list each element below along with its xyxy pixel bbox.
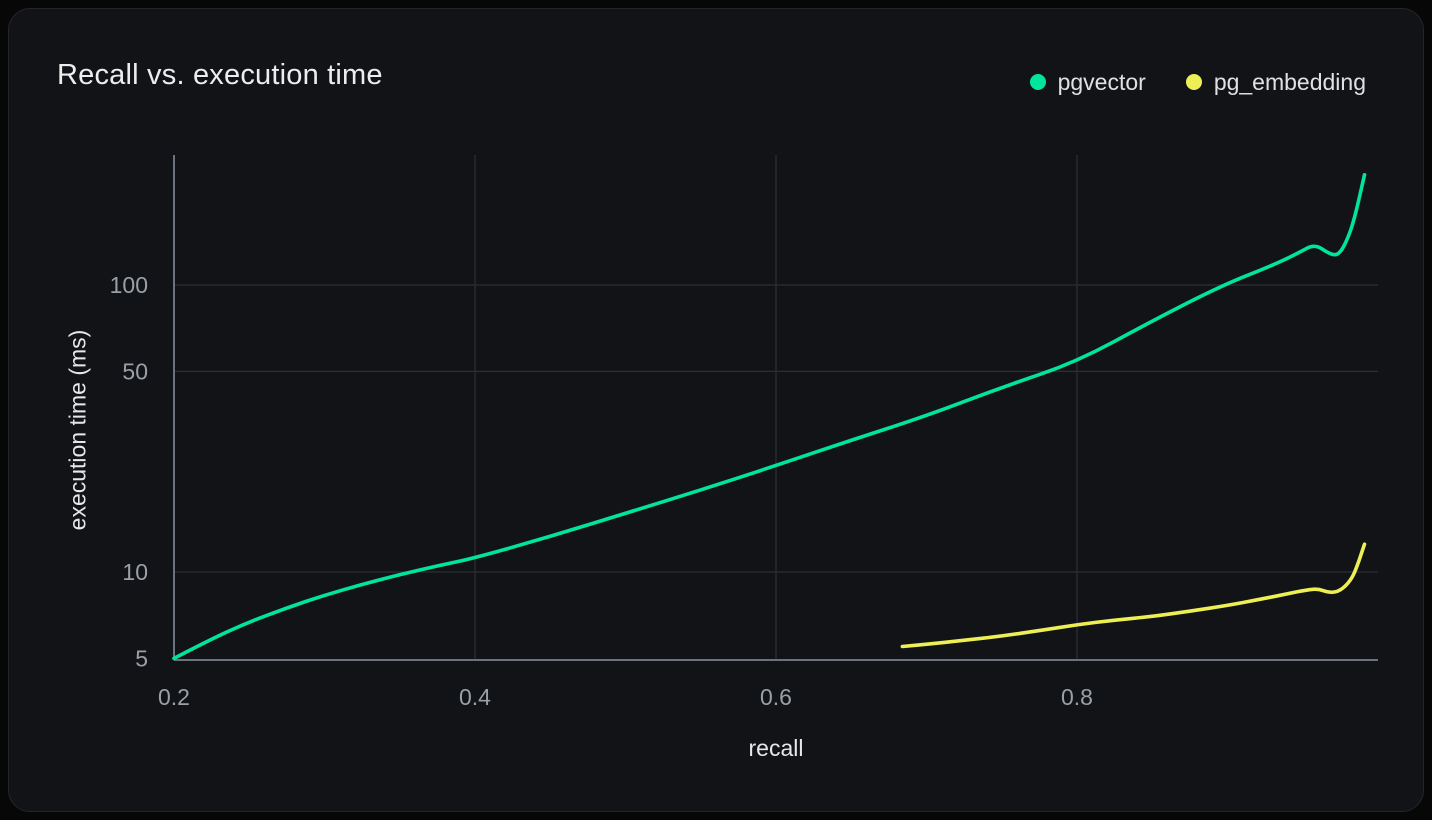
x-tick-label-0.8: 0.8 (1061, 684, 1093, 710)
tick-labels: 5 10 50 100 0.2 0.4 0.6 0.8 (110, 272, 1093, 710)
legend: pgvector pg_embedding (1029, 66, 1366, 98)
legend-item-pgvector[interactable]: pgvector (1029, 68, 1146, 96)
y-tick-label-10: 10 (122, 559, 148, 585)
y-tick-label-5: 5 (135, 645, 148, 671)
axis-lines (173, 155, 1378, 661)
gridlines (174, 155, 1378, 660)
legend-label-pg-embedding: pg_embedding (1213, 68, 1366, 95)
pg-embedding-series-dot-icon (1185, 74, 1202, 90)
page-title: Recall vs. execution time (57, 59, 383, 91)
y-tick-label-50: 50 (122, 358, 148, 384)
x-tick-label-0.2: 0.2 (158, 684, 190, 710)
y-axis-title: execution time (ms) (64, 329, 91, 531)
chart-card (8, 8, 1424, 812)
legend-item-pg-embedding[interactable]: pg_embedding (1185, 68, 1366, 96)
x-tick-label-0.6: 0.6 (760, 684, 792, 710)
y-tick-label-100: 100 (110, 272, 148, 298)
series-line-pgvector (172, 173, 1367, 661)
series-lines (172, 173, 1367, 661)
x-axis-title: recall (748, 735, 804, 761)
legend-label-pgvector: pgvector (1057, 68, 1146, 95)
pgvector-series-dot-icon (1029, 74, 1046, 90)
series-line-pg_embedding (900, 542, 1367, 649)
x-tick-label-0.4: 0.4 (459, 684, 491, 710)
